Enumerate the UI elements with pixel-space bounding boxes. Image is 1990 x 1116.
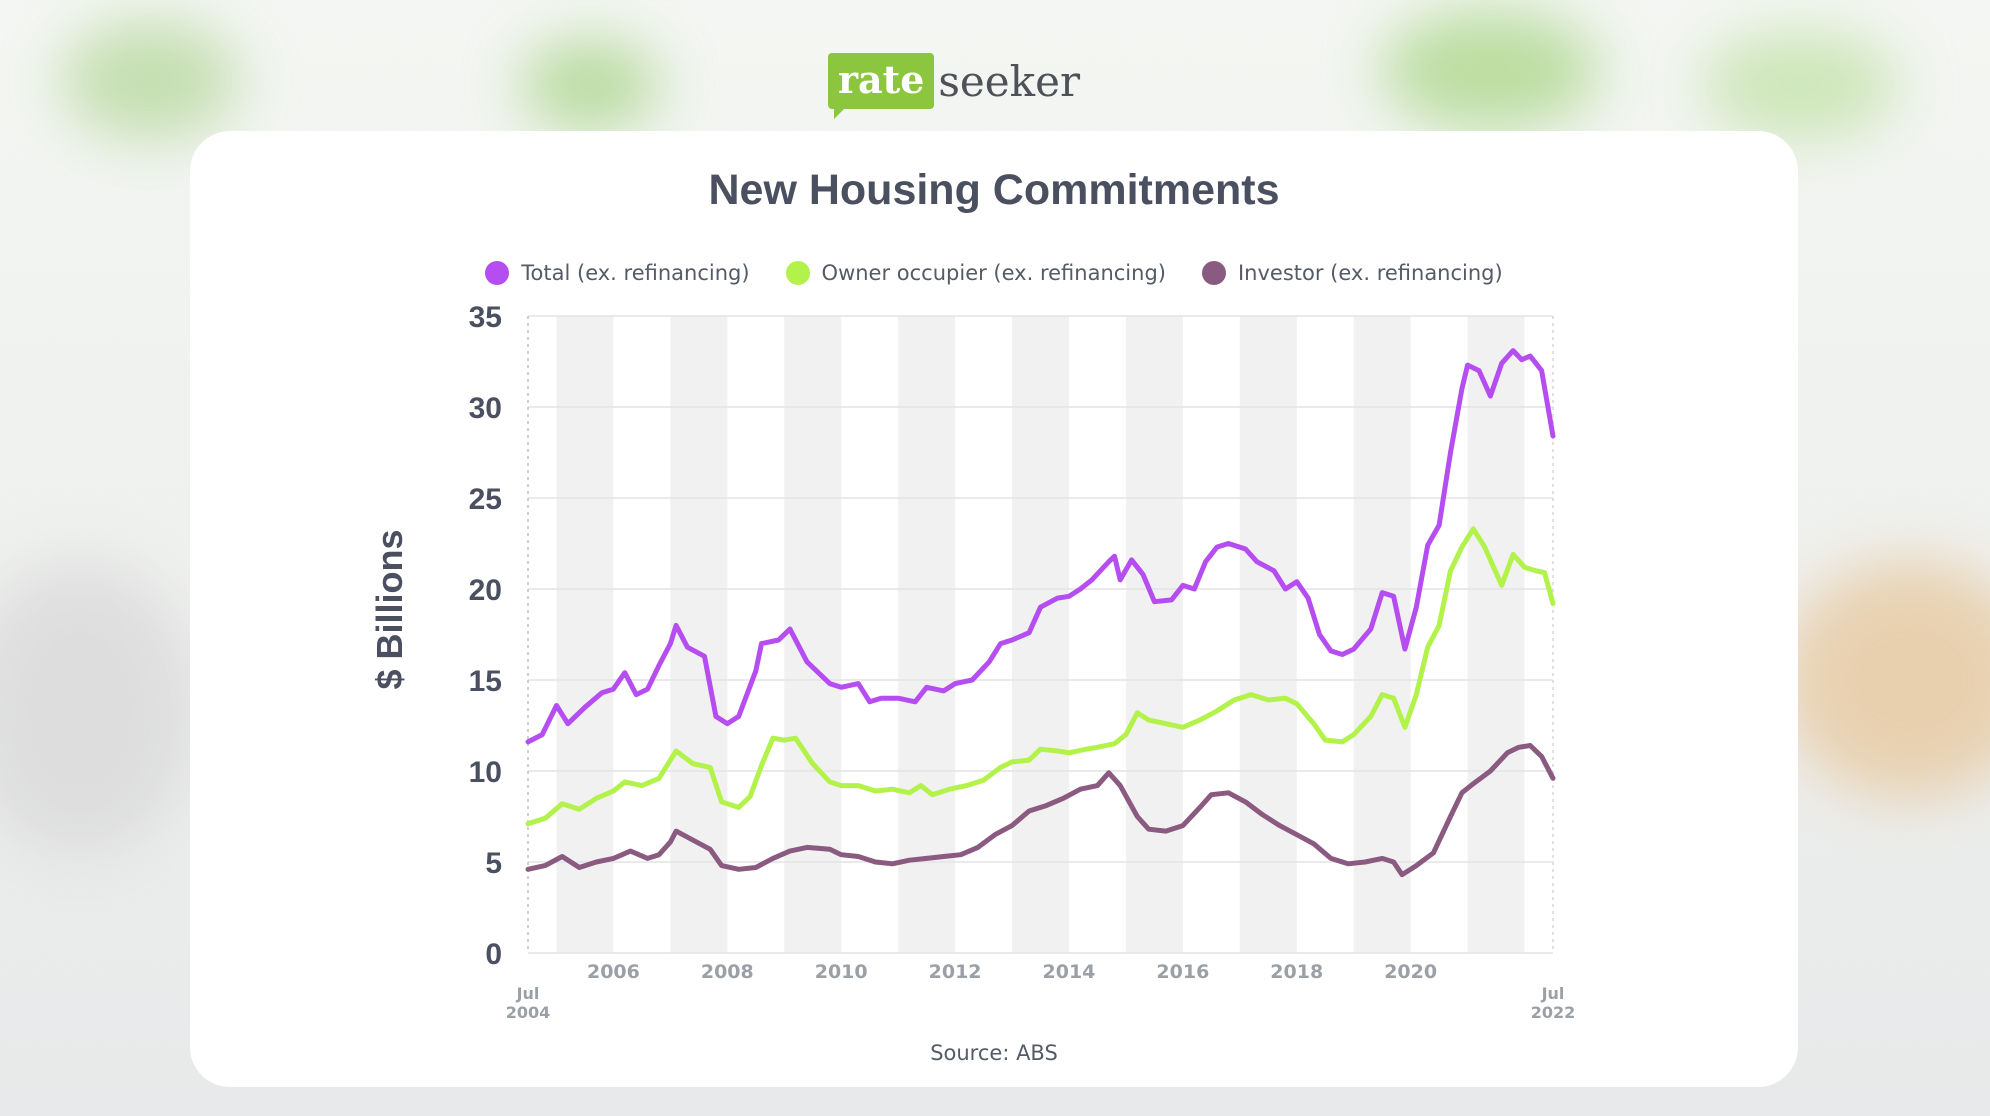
background-paper-blur [1780, 560, 1990, 800]
ratseeker-logo: rate seeker [828, 50, 1081, 119]
x-tick-label: 2016 [1156, 961, 1209, 983]
y-tick-label: 10 [469, 756, 502, 789]
year-band [1239, 316, 1297, 953]
year-band [1467, 316, 1525, 953]
x-tick-sublabel: 2004 [506, 1003, 551, 1022]
chart-card: New Housing Commitments Total (ex. refin… [190, 131, 1798, 1087]
legend-item-total: Total (ex. refinancing) [485, 261, 750, 285]
series-line-investor [525, 743, 1556, 878]
x-tick-label: 2014 [1043, 961, 1096, 983]
x-tick-label: 2020 [1384, 961, 1437, 983]
x-tick-label: 2018 [1270, 961, 1323, 983]
legend-item-owner: Owner occupier (ex. refinancing) [785, 261, 1166, 285]
year-band [556, 316, 614, 953]
background-leaf-blur [1380, 10, 1600, 130]
legend-label-investor: Investor (ex. refinancing) [1237, 261, 1503, 285]
legend-swatch-owner [785, 261, 810, 285]
y-axis-label: $ Billions [369, 529, 410, 689]
source-note: Source: ABS [930, 1041, 1058, 1065]
y-tick-label: 25 [469, 483, 502, 516]
legend-label-total: Total (ex. refinancing) [521, 261, 750, 285]
logo-seeker-text: seeker [938, 56, 1081, 106]
legend-swatch-total [485, 261, 510, 285]
chart-legend: Total (ex. refinancing) Owner occupier (… [190, 261, 1798, 285]
series-line-total [525, 348, 1556, 745]
year-band [1125, 316, 1183, 953]
legend-item-investor: Investor (ex. refinancing) [1201, 261, 1503, 285]
background-keyboard-blur [0, 560, 200, 860]
series-line-owner-occupier [525, 526, 1556, 827]
x-tick-label: 2008 [701, 961, 754, 983]
y-tick-label: 20 [469, 574, 502, 607]
background-leaf-blur [1700, 30, 1900, 140]
x-tick-label: Jul [516, 984, 540, 1003]
y-tick-label: 35 [469, 301, 502, 334]
chart-title: New Housing Commitments [708, 166, 1280, 214]
y-tick-label: 0 [485, 938, 502, 971]
y-tick-label: 5 [485, 847, 502, 880]
x-tick-label: 2006 [587, 961, 640, 983]
x-tick-sublabel: 2022 [1531, 1003, 1576, 1022]
background-leaf-blur [520, 40, 660, 130]
legend-swatch-investor [1201, 261, 1226, 285]
x-tick-label: 2012 [929, 961, 982, 983]
y-tick-label: 15 [469, 665, 502, 698]
y-tick-label: 30 [469, 392, 502, 425]
year-band [898, 316, 956, 953]
legend-label-owner: Owner occupier (ex. refinancing) [821, 261, 1166, 285]
x-tick-label: Jul [1541, 984, 1565, 1003]
x-tick-label: 2010 [815, 961, 868, 983]
logo-rate-badge: rate [828, 53, 935, 119]
background-leaf-blur [60, 20, 240, 140]
